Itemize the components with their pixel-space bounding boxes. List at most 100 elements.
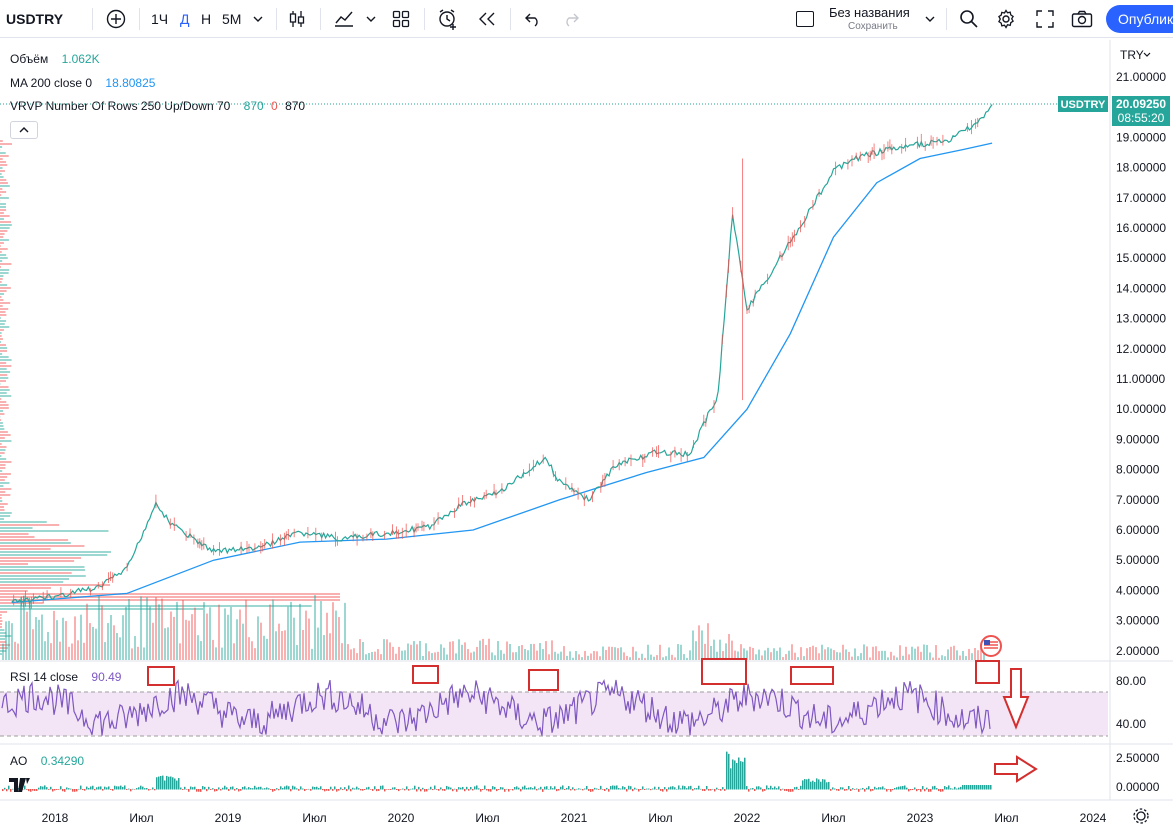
ao-bar	[68, 788, 70, 790]
vrvp-legend[interactable]: VRVP Number Of Rows 250 Up/Down 70 870 0…	[10, 99, 305, 113]
volume-bar	[641, 653, 643, 660]
alert-button[interactable]	[436, 0, 460, 38]
ao-bar	[600, 785, 602, 790]
redo-button[interactable]	[560, 0, 582, 38]
volume-bar	[581, 657, 583, 660]
ao-bar	[760, 787, 762, 790]
ao-bar	[804, 779, 806, 790]
volume-bar	[233, 643, 235, 660]
rsi-tick: 80.00	[1116, 674, 1146, 688]
volume-bar	[575, 651, 577, 660]
ao-legend[interactable]: AO 0.34290	[10, 754, 84, 768]
volume-bar	[398, 646, 400, 660]
price-tick: 21.00000	[1116, 70, 1166, 84]
ao-bar	[670, 786, 672, 790]
chevron-down-icon[interactable]	[1143, 52, 1151, 57]
ao-bar	[728, 753, 730, 790]
chart-type-button[interactable]	[286, 0, 308, 38]
price-axis[interactable]: 21.0000020.0000019.0000018.0000017.00000…	[1116, 70, 1166, 658]
volume-legend[interactable]: Объём 1.062K	[10, 52, 100, 66]
ao-bar	[192, 787, 194, 790]
interval-1w[interactable]: Н	[201, 11, 212, 27]
volume-bar	[500, 650, 502, 660]
volume-profile-row	[0, 398, 2, 400]
ao-bar	[690, 785, 692, 790]
volume-bar	[665, 656, 667, 660]
us-flag-event-icon[interactable]	[980, 635, 1002, 657]
volume-bar	[785, 654, 787, 660]
volume-bar	[431, 653, 433, 660]
indicators-button[interactable]	[332, 0, 356, 38]
ao-bar	[552, 788, 554, 790]
ao-bar	[76, 789, 78, 792]
layout-icon[interactable]	[796, 11, 814, 27]
ao-bar	[840, 787, 842, 790]
indicators-dropdown[interactable]	[366, 0, 376, 38]
ao-bar	[592, 789, 594, 792]
volume-profile-row	[0, 248, 8, 250]
ao-bar	[72, 789, 74, 792]
ao-bar	[170, 776, 172, 790]
snapshot-button[interactable]	[1070, 0, 1094, 38]
ao-bar	[482, 789, 484, 791]
ao-bar	[454, 788, 456, 790]
layout-grid-button[interactable]	[390, 0, 412, 38]
fullscreen-button[interactable]	[1034, 0, 1056, 38]
volume-bar	[653, 656, 655, 660]
ao-bar	[240, 789, 242, 791]
volume-bar	[419, 640, 421, 660]
ao-bar	[114, 785, 116, 790]
time-tick: Июл	[994, 811, 1018, 825]
ao-bar	[684, 786, 686, 790]
volume-profile-row	[0, 560, 75, 562]
volume-profile-row	[0, 290, 7, 292]
symbol-search-button[interactable]: USDTRY	[6, 11, 64, 27]
ao-bar	[822, 779, 824, 790]
replay-button[interactable]	[476, 0, 498, 38]
collapse-legend-button[interactable]	[10, 121, 38, 139]
layout-name[interactable]: Без названия	[829, 5, 910, 20]
search-button[interactable]	[958, 0, 980, 38]
ao-bar	[204, 786, 206, 790]
ao-bar	[706, 785, 708, 790]
volume-bar	[536, 650, 538, 660]
interval-1d[interactable]: Д	[180, 11, 190, 27]
volume-bar	[863, 644, 865, 660]
rsi-legend[interactable]: RSI 14 close 90.49	[10, 670, 121, 684]
compare-symbol-button[interactable]	[104, 0, 128, 38]
volume-bar	[191, 614, 193, 660]
volume-profile-row	[0, 230, 8, 232]
volume-profile-row	[0, 284, 8, 286]
ao-bar	[230, 786, 232, 790]
settings-gear-icon[interactable]	[1133, 808, 1149, 824]
volume-profile-row	[0, 176, 4, 178]
save-layout-link[interactable]: Сохранить	[848, 21, 898, 32]
ao-bar	[638, 789, 640, 792]
volume-profile-row	[0, 497, 2, 499]
ma-legend[interactable]: MA 200 close 0 18.80825	[10, 76, 155, 90]
currency-label[interactable]: TRY	[1120, 48, 1144, 62]
volume-bar	[203, 602, 205, 660]
volume-profile-row	[0, 515, 11, 517]
ao-bar	[146, 787, 148, 790]
undo-button[interactable]	[522, 0, 544, 38]
ao-bar	[712, 788, 714, 790]
volume-bar	[761, 655, 763, 660]
interval-5m[interactable]: 5М	[222, 11, 242, 27]
ao-bar	[612, 785, 614, 790]
ao-bar	[826, 782, 828, 790]
volume-bar	[95, 628, 97, 660]
interval-1h[interactable]: 1Ч	[151, 11, 169, 27]
volume-bar	[416, 644, 418, 660]
ao-bar	[848, 786, 850, 790]
volume-bar	[287, 606, 289, 660]
time-axis[interactable]: 2018 Июл 2019 Июл 2020 Июл 2021 Июл 2022 Июл 2023 И…	[42, 811, 1107, 825]
ao-bar	[564, 789, 566, 790]
publish-button[interactable]: Опублик	[1106, 5, 1173, 33]
ao-bar	[356, 786, 358, 790]
layout-dropdown[interactable]	[925, 0, 935, 38]
settings-button[interactable]	[995, 0, 1017, 38]
ao-bar	[736, 762, 738, 790]
interval-dropdown[interactable]	[253, 0, 263, 38]
